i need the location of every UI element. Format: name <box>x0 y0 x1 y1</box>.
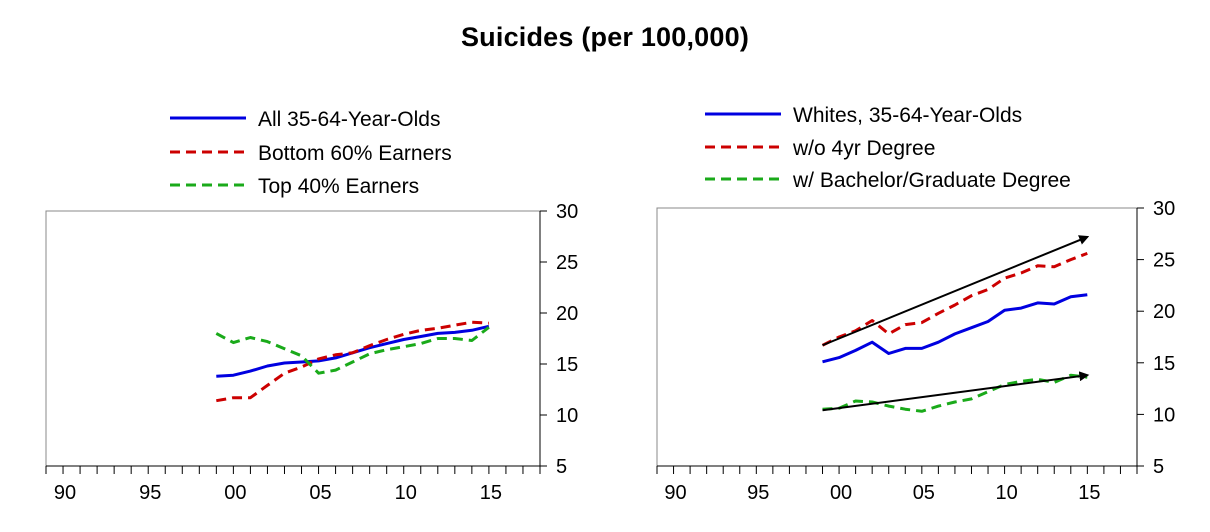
right-x-tick-label: 05 <box>913 482 935 504</box>
right-trend-arrow-1 <box>822 371 1090 412</box>
left-y-tick-label: 15 <box>556 354 578 376</box>
left-x-tick-label: 00 <box>224 482 246 504</box>
right-trend-arrow-0 <box>822 235 1090 347</box>
right-y-tick-label: 15 <box>1153 353 1175 375</box>
left-y-tick-label: 25 <box>556 252 578 274</box>
left-y-tick-label: 5 <box>556 456 567 478</box>
left-legend-label-1: Bottom 60% Earners <box>258 142 452 165</box>
left-y-tick-label: 20 <box>556 303 578 325</box>
right-x-tick-label: 00 <box>830 482 852 504</box>
right-legend-label-2: w/ Bachelor/Graduate Degree <box>792 169 1071 192</box>
right-x-tick-label: 15 <box>1078 482 1100 504</box>
right-series-line-0 <box>822 293 1088 364</box>
right-y-tick-label: 5 <box>1153 456 1164 478</box>
left-y-tick-label: 30 <box>556 201 578 223</box>
left-legend-label-2: Top 40% Earners <box>258 175 419 198</box>
right-legend-label-1: w/o 4yr Degree <box>792 137 935 160</box>
left-plot-frame <box>45 210 541 467</box>
right-y-tick-label: 20 <box>1153 301 1175 323</box>
right-series-line-1 <box>821 251 1088 347</box>
left-x-tick-label: 15 <box>480 482 502 504</box>
figure-title: Suicides (per 100,000) <box>460 22 750 52</box>
right-chart-panel: 90 95 00 05 10 15 5 10 15 20 25 30 Whites, 35-64-Yea… <box>656 104 1175 504</box>
left-x-tick-label: 05 <box>309 482 331 504</box>
left-series-line-2 <box>215 326 490 375</box>
right-y-tick-label: 25 <box>1153 250 1175 272</box>
left-x-tick-label: 95 <box>139 482 161 504</box>
left-chart-panel: 90 95 00 05 10 15 5 10 15 20 25 30 All 35-64-Year-Ol… <box>45 108 578 504</box>
left-legend-label-0: All 35-64-Year-Olds <box>258 108 440 131</box>
right-y-tick-label: 30 <box>1153 198 1175 220</box>
right-y-tick-label: 10 <box>1153 404 1175 426</box>
right-x-tick-label: 10 <box>995 482 1017 504</box>
right-x-tick-label: 95 <box>747 482 769 504</box>
left-y-tick-label: 10 <box>556 405 578 427</box>
left-x-tick-label: 10 <box>395 482 417 504</box>
right-legend-label-0: Whites, 35-64-Year-Olds <box>793 104 1022 127</box>
left-x-tick-label: 90 <box>54 482 76 504</box>
right-x-tick-label: 90 <box>664 482 686 504</box>
left-series-line-1 <box>216 320 489 403</box>
